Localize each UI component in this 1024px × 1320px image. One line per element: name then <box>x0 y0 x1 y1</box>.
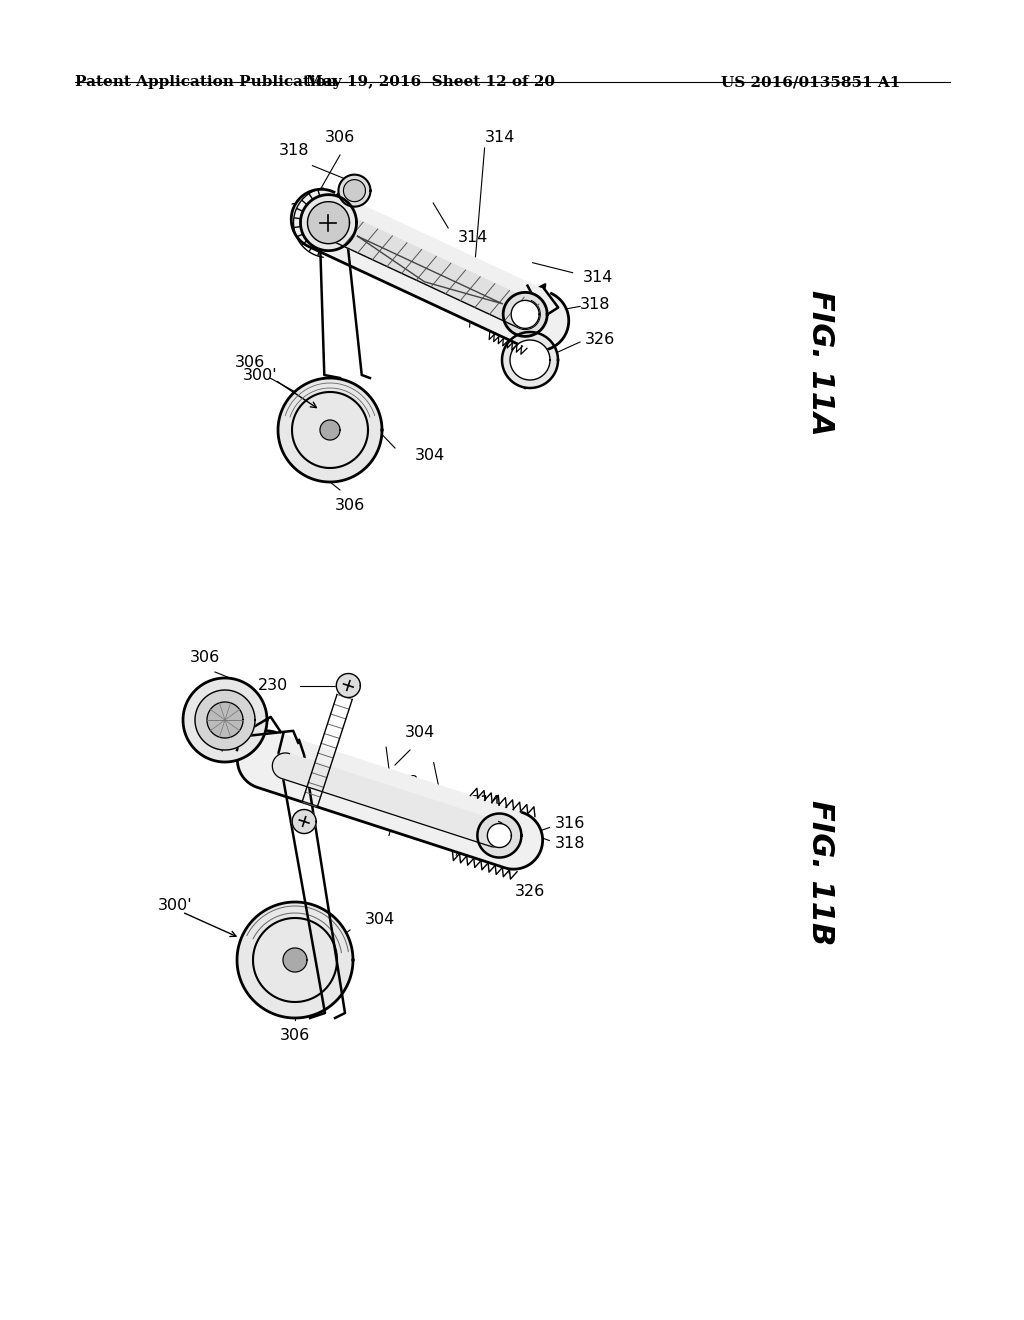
Text: 326: 326 <box>290 203 319 218</box>
Polygon shape <box>283 948 307 972</box>
Polygon shape <box>503 292 547 337</box>
Text: 306: 306 <box>234 355 265 370</box>
Polygon shape <box>487 824 511 847</box>
Text: 318: 318 <box>554 836 585 851</box>
Polygon shape <box>321 420 340 440</box>
Text: FIG. 11A: FIG. 11A <box>806 290 835 436</box>
Text: 314: 314 <box>246 739 275 755</box>
Polygon shape <box>195 690 255 750</box>
Text: 306: 306 <box>189 649 220 665</box>
Text: 306: 306 <box>280 1028 310 1043</box>
Polygon shape <box>207 702 243 738</box>
Text: 304: 304 <box>404 725 435 741</box>
Text: 314: 314 <box>449 813 479 828</box>
Polygon shape <box>183 678 267 762</box>
Text: 304: 304 <box>415 447 445 462</box>
Polygon shape <box>477 813 521 858</box>
Polygon shape <box>272 752 508 847</box>
Text: 314: 314 <box>458 231 488 246</box>
Polygon shape <box>510 341 550 380</box>
Text: 300': 300' <box>243 367 278 383</box>
Polygon shape <box>339 174 371 207</box>
Polygon shape <box>307 202 349 244</box>
Text: May 19, 2016  Sheet 12 of 20: May 19, 2016 Sheet 12 of 20 <box>305 75 555 88</box>
Polygon shape <box>511 301 540 329</box>
Polygon shape <box>279 378 382 482</box>
Polygon shape <box>300 194 356 251</box>
Text: Patent Application Publication: Patent Application Publication <box>75 75 337 88</box>
Text: 310: 310 <box>396 797 426 812</box>
Text: 328: 328 <box>389 775 419 791</box>
Polygon shape <box>336 673 360 697</box>
Polygon shape <box>343 180 366 202</box>
Text: US 2016/0135851 A1: US 2016/0135851 A1 <box>721 75 900 88</box>
Text: 318: 318 <box>280 143 309 158</box>
Text: 300': 300' <box>158 898 193 912</box>
Text: 314: 314 <box>484 129 515 145</box>
Text: 314: 314 <box>583 271 613 285</box>
Text: 326: 326 <box>514 883 545 899</box>
Text: 316: 316 <box>554 816 585 832</box>
Text: 318: 318 <box>581 297 610 312</box>
Text: 326: 326 <box>585 333 615 347</box>
Text: 314: 314 <box>471 795 502 810</box>
Polygon shape <box>319 211 541 330</box>
Text: 304: 304 <box>365 912 395 928</box>
Text: 306: 306 <box>325 129 355 145</box>
Polygon shape <box>237 902 353 1018</box>
Polygon shape <box>238 731 543 869</box>
Text: FIG. 11B: FIG. 11B <box>806 800 835 945</box>
Polygon shape <box>292 809 316 833</box>
Polygon shape <box>502 333 558 388</box>
Text: 230: 230 <box>258 678 289 693</box>
Polygon shape <box>291 189 568 351</box>
Text: 306: 306 <box>335 498 366 513</box>
